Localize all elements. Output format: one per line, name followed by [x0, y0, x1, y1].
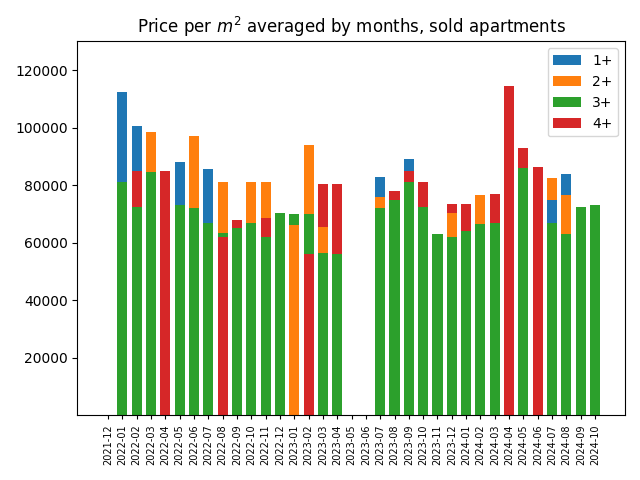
Bar	[490, 223, 500, 415]
Bar	[189, 136, 199, 415]
Bar	[246, 182, 256, 415]
Bar	[132, 126, 141, 415]
Bar	[117, 182, 127, 415]
Bar	[218, 237, 228, 415]
Bar	[318, 184, 328, 415]
Bar	[461, 231, 471, 415]
Bar	[132, 207, 141, 415]
Bar	[146, 172, 156, 415]
Bar	[218, 182, 228, 415]
Bar	[175, 162, 184, 415]
Bar	[375, 177, 385, 415]
Bar	[275, 213, 285, 415]
Bar	[418, 182, 428, 415]
Bar	[476, 224, 486, 415]
Bar	[303, 145, 314, 415]
Bar	[289, 214, 300, 415]
Bar	[160, 171, 170, 415]
Bar	[289, 226, 300, 415]
Bar	[260, 237, 271, 415]
Bar	[404, 182, 414, 415]
Bar	[504, 86, 514, 415]
Bar	[318, 253, 328, 415]
Bar	[547, 223, 557, 415]
Bar	[547, 200, 557, 415]
Bar	[332, 184, 342, 415]
Bar	[518, 148, 529, 415]
Bar	[232, 228, 242, 415]
Bar	[518, 168, 529, 415]
Bar	[532, 167, 543, 415]
Bar	[561, 234, 572, 415]
Bar	[390, 200, 399, 415]
Title: Price per $m^2$ averaged by months, sold apartments: Price per $m^2$ averaged by months, sold…	[137, 15, 566, 39]
Bar	[576, 207, 586, 415]
Bar	[418, 207, 428, 415]
Bar	[303, 254, 314, 415]
Bar	[218, 233, 228, 415]
Bar	[246, 223, 256, 415]
Bar	[260, 182, 271, 415]
Bar	[160, 171, 170, 415]
Bar	[547, 178, 557, 415]
Bar	[561, 174, 572, 415]
Bar	[332, 254, 342, 415]
Bar	[404, 159, 414, 415]
Bar	[146, 132, 156, 415]
Bar	[390, 191, 399, 415]
Bar	[204, 169, 213, 415]
Bar	[318, 227, 328, 415]
Bar	[189, 208, 199, 415]
Legend: 1+, 2+, 3+, 4+: 1+, 2+, 3+, 4+	[548, 48, 618, 136]
Bar	[561, 195, 572, 415]
Bar	[117, 92, 127, 415]
Bar	[303, 214, 314, 415]
Bar	[175, 205, 184, 415]
Bar	[375, 208, 385, 415]
Bar	[447, 204, 457, 415]
Bar	[418, 207, 428, 415]
Bar	[260, 218, 271, 415]
Bar	[461, 204, 471, 415]
Bar	[232, 220, 242, 415]
Bar	[375, 197, 385, 415]
Bar	[404, 171, 414, 415]
Bar	[204, 223, 213, 415]
Bar	[476, 195, 486, 415]
Bar	[590, 205, 600, 415]
Bar	[447, 213, 457, 415]
Bar	[132, 171, 141, 415]
Bar	[490, 194, 500, 415]
Bar	[447, 237, 457, 415]
Bar	[532, 167, 543, 415]
Bar	[433, 234, 442, 415]
